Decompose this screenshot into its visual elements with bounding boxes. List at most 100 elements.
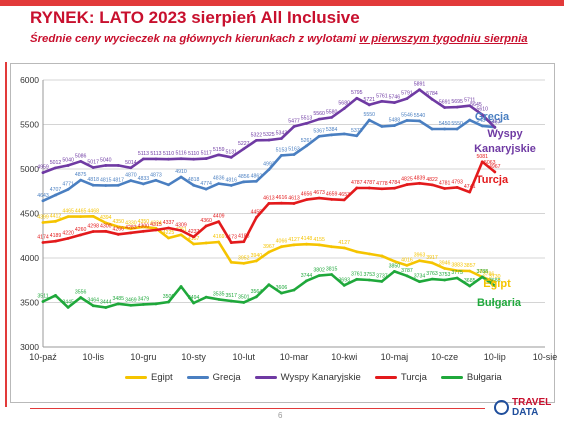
data-label-grecja: 4910 xyxy=(175,169,187,175)
data-point-bulgaria xyxy=(455,276,459,280)
data-point-grecja xyxy=(116,183,120,187)
data-label-grecja: 5261 xyxy=(301,138,313,144)
data-label-turcja: 4781 xyxy=(439,180,451,186)
data-point-wyspy-kanaryjskie xyxy=(217,153,221,157)
data-label-bulgaria: 3464 xyxy=(87,298,99,304)
data-point-turcja xyxy=(242,240,246,244)
data-label-bulgaria: 3535 xyxy=(213,291,225,297)
data-point-grecja xyxy=(41,199,45,203)
data-label-grecja: 4993 xyxy=(263,162,275,168)
data-label-grecja: 4856 xyxy=(238,174,250,180)
data-point-bulgaria xyxy=(393,269,396,273)
data-point-grecja xyxy=(179,175,183,179)
data-label-grecja: 5546 xyxy=(401,112,413,118)
data-point-turcja xyxy=(116,232,120,236)
data-label-wyspy-kanaryjskie: 5580 xyxy=(326,109,338,115)
data-point-wyspy-kanaryjskie xyxy=(179,157,183,161)
legend-item-egipt: Egipt xyxy=(125,372,173,383)
data-point-turcja xyxy=(79,233,83,237)
data-label-bulgaria: 3606 xyxy=(276,285,288,291)
data-label-turcja: 4173 xyxy=(225,235,237,241)
data-point-wyspy-kanaryjskie xyxy=(405,97,409,101)
data-point-turcja xyxy=(468,190,472,194)
data-point-grecja xyxy=(355,134,359,138)
data-label-bulgaria: 3556 xyxy=(75,290,87,296)
data-label-wyspy-kanaryjskie: 5014 xyxy=(125,160,137,166)
data-point-egipt xyxy=(380,254,384,258)
data-point-grecja xyxy=(443,127,446,131)
data-label-bulgaria: 3494 xyxy=(188,295,200,301)
data-label-wyspy-kanaryjskie: 5117 xyxy=(201,151,212,157)
data-point-turcja xyxy=(104,229,108,233)
data-label-wyspy-kanaryjskie: 5691 xyxy=(439,100,451,106)
subtitle-text: Średnie ceny wycieczek na głównych kieru… xyxy=(30,33,360,45)
data-point-turcja xyxy=(167,226,170,230)
data-label-grecja: 4875 xyxy=(75,172,87,178)
data-point-grecja xyxy=(330,133,334,137)
data-point-wyspy-kanaryjskie xyxy=(167,157,170,161)
data-point-wyspy-kanaryjskie xyxy=(66,164,70,167)
data-label-bulgaria: 3788 xyxy=(476,269,488,275)
data-label-turcja: 4220 xyxy=(62,230,74,236)
data-label-egipt: 4225 xyxy=(163,230,175,236)
page-title: RYNEK: LATO 2023 sierpień All Inclusive xyxy=(30,8,360,27)
legend-item-wyspy-kanaryjskie: Wyspy Kanaryjskie xyxy=(254,372,361,383)
page-subtitle: Średnie ceny wycieczek na głównych kieru… xyxy=(30,33,528,45)
data-label-egipt: 3857 xyxy=(464,263,476,269)
travel-data-logo: TRAVEL DATA xyxy=(492,397,560,421)
data-point-bulgaria xyxy=(355,277,359,281)
data-point-bulgaria xyxy=(104,306,108,309)
data-point-bulgaria xyxy=(267,283,271,287)
data-point-turcja xyxy=(254,216,258,219)
legend-label: Turcja xyxy=(400,372,427,383)
data-point-bulgaria xyxy=(217,297,221,301)
data-point-wyspy-kanaryjskie xyxy=(342,107,346,110)
data-label-egipt: 3952 xyxy=(238,255,250,261)
legend-label: Wyspy Kanaryjskie xyxy=(280,372,361,383)
data-label-bulgaria: 3787 xyxy=(401,268,413,274)
data-label-wyspy-kanaryjskie: 5560 xyxy=(313,111,325,117)
data-point-egipt xyxy=(142,225,145,229)
data-point-bulgaria xyxy=(443,278,446,282)
data-point-wyspy-kanaryjskie xyxy=(468,104,472,108)
y-tick-label: 4500 xyxy=(20,209,39,219)
data-label-turcja: 4298 xyxy=(87,223,99,229)
data-point-grecja xyxy=(104,184,108,187)
data-point-turcja xyxy=(393,186,396,190)
data-point-bulgaria xyxy=(204,295,208,299)
data-point-grecja xyxy=(154,178,158,182)
data-point-wyspy-kanaryjskie xyxy=(493,126,497,129)
data-point-turcja xyxy=(330,197,334,201)
data-point-wyspy-kanaryjskie xyxy=(267,138,271,142)
data-point-egipt xyxy=(179,233,183,237)
data-point-egipt xyxy=(54,219,57,223)
data-point-turcja xyxy=(418,181,421,185)
data-label-turcja: 4825 xyxy=(401,177,413,183)
x-tick-label: 10-gru xyxy=(130,352,156,362)
data-label-wyspy-kanaryjskie: 5746 xyxy=(389,95,401,101)
data-point-bulgaria xyxy=(66,305,70,309)
data-point-wyspy-kanaryjskie xyxy=(192,157,196,161)
data-point-bulgaria xyxy=(154,302,158,306)
data-label-wyspy-kanaryjskie: 5645 xyxy=(470,102,482,108)
data-label-egipt: 4169 xyxy=(213,234,225,240)
data-point-wyspy-kanaryjskie xyxy=(480,113,484,117)
data-point-grecja xyxy=(468,118,472,122)
data-label-turcja: 4967 xyxy=(489,164,501,170)
data-point-grecja xyxy=(242,180,246,184)
data-label-turcja: 4653 xyxy=(338,192,350,198)
y-tick-label: 6000 xyxy=(20,75,39,85)
y-tick-label: 5000 xyxy=(20,164,39,174)
data-label-bulgaria: 3445 xyxy=(62,299,74,305)
data-point-turcja xyxy=(280,201,283,205)
data-point-grecja xyxy=(305,144,308,148)
data-label-egipt: 3940 xyxy=(251,253,263,259)
data-label-grecja: 5550 xyxy=(364,112,376,118)
data-point-turcja xyxy=(142,229,145,233)
data-point-turcja xyxy=(355,186,359,190)
data-label-bulgaria: 3744 xyxy=(301,273,313,279)
data-label-bulgaria: 3479 xyxy=(138,296,150,302)
data-point-grecja xyxy=(267,168,271,172)
data-label-grecja: 4774 xyxy=(200,181,212,187)
y-tick-label: 4000 xyxy=(20,253,39,263)
